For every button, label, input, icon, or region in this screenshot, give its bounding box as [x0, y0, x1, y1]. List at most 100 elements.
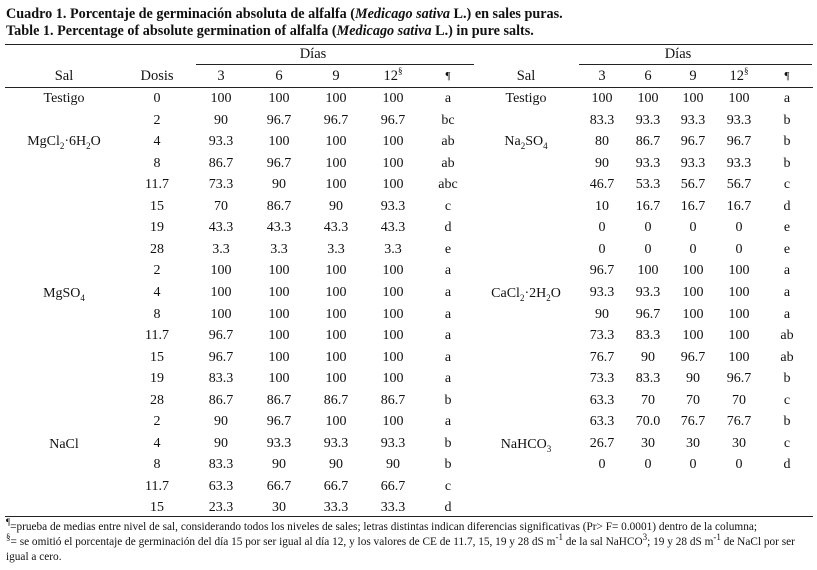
left-cell-sig: ab: [441, 155, 455, 171]
left-cell-dosis: 19: [150, 220, 164, 236]
dias-header-left: Días: [299, 46, 327, 62]
right-cell-day9: 100: [682, 263, 704, 279]
right-cell-day12: 0: [735, 457, 743, 473]
right-cell-day3: 73.3: [589, 328, 615, 344]
right-cell-day3: 26.7: [589, 435, 615, 451]
salt-nacl: NaCl: [49, 437, 79, 452]
right-cell-sig: b: [783, 112, 791, 128]
right-cell-day9: 76.7: [680, 414, 706, 430]
left-cell-day6: 100: [268, 371, 290, 387]
left-cell-day3: 83.3: [208, 371, 234, 387]
right-cell-day3: 63.3: [589, 414, 615, 430]
dias-header-right: Días: [664, 46, 692, 62]
left-cell-day9: 3.3: [327, 241, 345, 257]
right-cell-day9: 70: [686, 392, 700, 408]
left-cell-day3: 100: [210, 306, 232, 322]
left-cell-sig: d: [444, 500, 452, 516]
right-cell-day3: 0: [598, 241, 606, 257]
left-cell-day12: 43.3: [380, 220, 406, 236]
right-cell-day9: 96.7: [680, 349, 706, 365]
left-cell-day6: 43.3: [266, 220, 292, 236]
right-cell-day9: 0: [689, 457, 697, 473]
right-cell-day9: 93.3: [680, 155, 706, 171]
right-cell-day6: 100: [637, 91, 659, 106]
left-cell-day9: 33.3: [323, 500, 349, 516]
right-cell-day9: 16.7: [680, 198, 706, 214]
right-cell-day9: 0: [689, 220, 697, 236]
left-cell-day12: 100: [382, 134, 404, 150]
footnote-pilcrow: ¶=prueba de medias entre nivel de sal, c…: [6, 517, 758, 533]
left-cell-sig: a: [444, 306, 452, 322]
right-cell-sig: b: [783, 414, 791, 430]
left-cell-day12: 100: [382, 177, 404, 193]
left-cell-day3: 100: [210, 285, 232, 300]
right-cell-day12: 56.7: [726, 177, 752, 193]
right-cell-day6: 93.3: [635, 155, 661, 171]
right-cell-day12: 93.3: [726, 155, 752, 171]
right-cell-day3: 96.7: [589, 263, 615, 279]
left-cell-sig: e: [444, 241, 452, 257]
left-cell-day3: 96.7: [208, 328, 234, 344]
right-cell-day6: 83.3: [635, 371, 661, 387]
right-cell-day6: 100: [637, 263, 659, 279]
left-cell-dosis: 8: [153, 457, 161, 473]
left-cell-dosis: 4: [153, 285, 161, 300]
right-cell-sig: a: [783, 285, 791, 300]
table-title: Cuadro 1. Porcentaje de germinación abso…: [6, 6, 563, 40]
left-cell-day12: 100: [382, 306, 404, 322]
right-cell-sig: a: [783, 306, 791, 322]
left-cell-day6: 66.7: [266, 478, 292, 494]
left-cell-day6: 100: [268, 285, 290, 300]
right-cell-sig: a: [783, 263, 791, 279]
left-cell-dosis: 8: [153, 155, 161, 171]
day3-header-left: 3: [217, 68, 225, 84]
left-cell-day12: 93.3: [380, 198, 406, 214]
salt-na2so4: Na2SO4: [504, 134, 548, 151]
right-cell-day6: 53.3: [635, 177, 661, 193]
right-cell-sig: e: [783, 220, 791, 236]
right-cell-sig: c: [783, 392, 791, 408]
left-cell-day3: 96.7: [208, 349, 234, 365]
left-cell-day3: 90: [214, 435, 228, 451]
left-cell-day6: 3.3: [270, 241, 288, 257]
left-cell-day9: 100: [325, 91, 347, 106]
right-cell-sig: e: [783, 241, 791, 257]
title-spanish: Cuadro 1. Porcentaje de germinación abso…: [6, 6, 563, 22]
right-cell-sig: ab: [780, 349, 794, 365]
bottom-rule: [5, 516, 813, 517]
dosis-header: Dosis: [140, 68, 174, 84]
left-cell-day6: 86.7: [266, 392, 292, 408]
dias-rule-right: [579, 64, 812, 65]
left-cell-sig: b: [444, 435, 452, 451]
left-cell-day9: 100: [325, 134, 347, 150]
day9-header-right: 9: [689, 68, 697, 84]
right-cell-day6: 93.3: [635, 112, 661, 128]
top-rule: [5, 44, 813, 45]
left-cell-sig: a: [444, 328, 452, 344]
right-cell-day12: 30: [732, 435, 746, 451]
footnotes: ¶=prueba de medias entre nivel de sal, c…: [6, 517, 812, 565]
day6-header-right: 6: [644, 68, 652, 84]
germination-table: Días Días Sal Dosis 3 6 9 12§ ¶ Sal 3 6 …: [0, 44, 817, 517]
left-cell-day3: 90: [214, 414, 228, 430]
right-cell-day3: 90: [595, 306, 609, 322]
right-cell-sig: b: [783, 134, 791, 150]
left-cell-day3: 100: [210, 263, 232, 279]
left-cell-day9: 100: [325, 371, 347, 387]
right-cell-sig: b: [783, 371, 791, 387]
right-cell-day9: 100: [682, 285, 704, 300]
left-cell-day6: 96.7: [266, 155, 292, 171]
left-cell-day9: 100: [325, 306, 347, 322]
left-cell-dosis: 11.7: [145, 478, 169, 494]
left-cell-day12: 33.3: [380, 500, 406, 516]
day9-header-left: 9: [332, 68, 340, 84]
left-cell-day9: 100: [325, 285, 347, 300]
sig-header-left: ¶: [445, 70, 451, 82]
right-cell-day6: 0: [644, 241, 652, 257]
left-cell-day9: 43.3: [323, 220, 349, 236]
left-cell-day3: 23.3: [208, 500, 234, 516]
right-cell-day9: 0: [689, 241, 697, 257]
left-cell-dosis: 2: [153, 112, 161, 128]
right-cell-day9: 56.7: [680, 177, 706, 193]
left-cell-sig: a: [444, 91, 452, 106]
